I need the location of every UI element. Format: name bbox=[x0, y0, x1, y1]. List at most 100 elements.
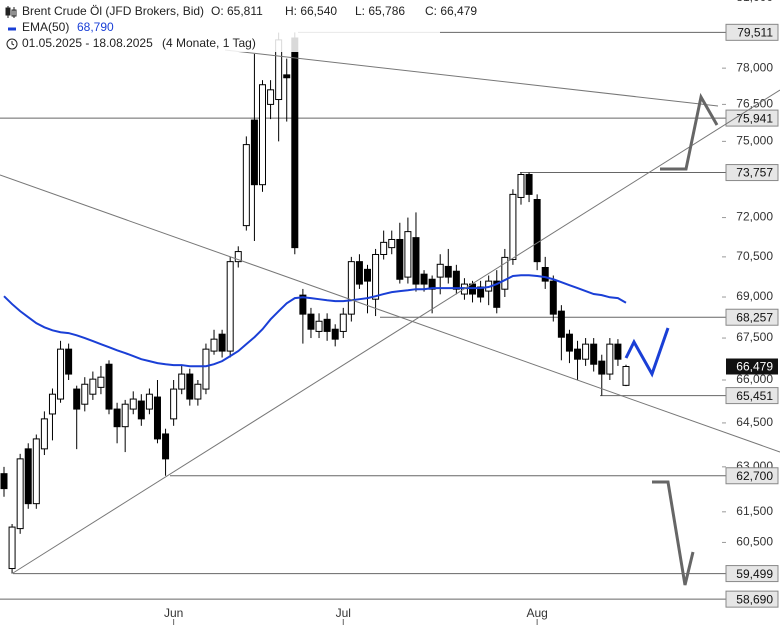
candle-body bbox=[420, 273, 428, 285]
candle-body bbox=[590, 343, 598, 365]
level-label-box bbox=[725, 590, 779, 608]
candle-body bbox=[250, 119, 258, 186]
candle-body bbox=[258, 84, 266, 186]
candle-body bbox=[89, 378, 97, 395]
candle-body bbox=[283, 74, 291, 79]
candle-body bbox=[372, 253, 380, 300]
x-tick-label: Jul bbox=[336, 606, 351, 620]
level-label: 62,700 bbox=[736, 469, 773, 483]
high-value: H: 66,540 bbox=[285, 4, 337, 18]
scenario-arrow-down bbox=[652, 480, 695, 586]
candle-icon bbox=[5, 6, 17, 18]
candle-body bbox=[226, 261, 234, 352]
candle-body bbox=[8, 526, 16, 570]
level-label-box bbox=[725, 164, 779, 182]
candle-body bbox=[145, 393, 153, 410]
candle-body bbox=[428, 278, 436, 290]
level-label-box bbox=[725, 565, 779, 583]
candle-body bbox=[40, 418, 48, 450]
candle-body bbox=[81, 383, 89, 405]
y-tick-label: 69,000 bbox=[736, 289, 773, 303]
legend-ema-value: 68,790 bbox=[77, 20, 114, 34]
level-label: 68,257 bbox=[736, 310, 773, 324]
candle-body bbox=[477, 286, 485, 298]
candle-body bbox=[388, 238, 396, 249]
low-value: L: 65,786 bbox=[355, 4, 405, 18]
y-tick-label: 61,500 bbox=[736, 504, 773, 518]
candle-body bbox=[541, 266, 549, 282]
header-bg bbox=[0, 0, 440, 52]
last-price-label: 66,479 bbox=[736, 360, 773, 374]
candle-body bbox=[186, 373, 194, 400]
candle-body bbox=[210, 338, 218, 352]
y-tick-label: 76,500 bbox=[736, 97, 773, 111]
candle-body bbox=[153, 396, 161, 440]
candle-body bbox=[24, 448, 32, 505]
candle-body bbox=[194, 383, 202, 400]
level-label: 79,511 bbox=[737, 26, 773, 40]
level-label: 65,451 bbox=[736, 389, 773, 403]
level-label: 73,757 bbox=[736, 166, 773, 180]
close-value: C: 66,479 bbox=[425, 4, 477, 18]
candle-body bbox=[452, 270, 460, 290]
candle-body bbox=[347, 261, 355, 315]
candle-body bbox=[364, 268, 372, 282]
level-label-box bbox=[725, 23, 779, 41]
candle-body bbox=[557, 310, 565, 338]
period: (4 Monate, 1 Tag) bbox=[162, 36, 256, 50]
legend-ema: EMA(50) bbox=[22, 20, 69, 34]
x-tick-label: Jun bbox=[164, 606, 183, 620]
y-tick-label: 67,500 bbox=[736, 330, 773, 344]
candle-body bbox=[242, 144, 250, 227]
candle-body bbox=[121, 403, 129, 428]
drawings bbox=[0, 49, 780, 586]
level-label-box bbox=[725, 109, 779, 127]
candle-body bbox=[16, 458, 24, 530]
open-value: O: 65,811 bbox=[211, 4, 263, 18]
candle-body bbox=[622, 366, 630, 386]
header: Brent Crude Öl (JFD Brokers, Bid) O: 65,… bbox=[0, 0, 477, 52]
trend-line bbox=[12, 89, 780, 574]
y-tick-label: 66,000 bbox=[736, 372, 773, 386]
candle-body bbox=[339, 313, 347, 332]
candle-body bbox=[299, 294, 307, 315]
y-tick-label: 60,500 bbox=[736, 535, 773, 549]
level-label: 59,499 bbox=[736, 567, 773, 581]
candle-body bbox=[509, 193, 517, 261]
candle-body bbox=[533, 199, 541, 263]
candle-body bbox=[178, 373, 186, 390]
candle-body bbox=[396, 238, 404, 280]
candle-body bbox=[113, 408, 121, 428]
candle-body bbox=[315, 320, 323, 332]
candle-body bbox=[614, 343, 622, 360]
ema-line bbox=[3, 274, 627, 368]
x-tick-label: Aug bbox=[526, 606, 547, 620]
candle-body bbox=[525, 174, 533, 195]
candle-body bbox=[380, 241, 388, 255]
candle-body bbox=[323, 318, 331, 332]
candle-body bbox=[137, 400, 145, 420]
level-label: 58,690 bbox=[736, 592, 773, 606]
level-label: 75,941 bbox=[736, 111, 773, 125]
candle-body bbox=[162, 433, 170, 460]
level-label-box bbox=[725, 387, 779, 405]
candle-body bbox=[73, 388, 81, 410]
candle-body bbox=[32, 438, 40, 505]
y-tick-label: 72,000 bbox=[736, 210, 773, 224]
candle-body bbox=[355, 261, 363, 285]
clock-icon bbox=[6, 38, 18, 50]
candle-body bbox=[129, 398, 137, 410]
candle-body bbox=[48, 393, 56, 415]
chart-title: Brent Crude Öl (JFD Brokers, Bid) bbox=[22, 4, 204, 18]
candle-body bbox=[501, 256, 509, 290]
candle-body bbox=[170, 388, 178, 420]
candle-body bbox=[234, 251, 242, 263]
candle-body bbox=[218, 333, 226, 352]
y-tick-label: 70,500 bbox=[736, 249, 773, 263]
candle-body bbox=[582, 343, 590, 360]
scenario-zigzag bbox=[624, 327, 670, 378]
candle-body bbox=[517, 174, 525, 198]
